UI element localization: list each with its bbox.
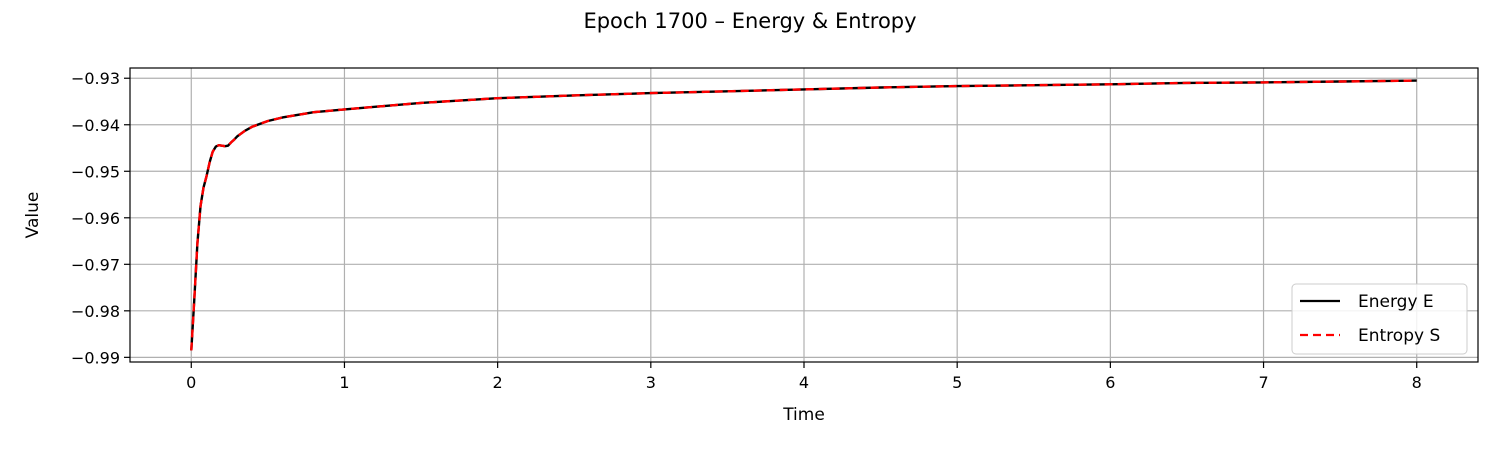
- x-tick-label: 1: [339, 373, 349, 392]
- x-axis-label: Time: [782, 405, 825, 425]
- y-tick-label: −0.98: [71, 302, 120, 321]
- series-lines: [190, 79, 1417, 351]
- y-tick-label: −0.95: [71, 162, 120, 181]
- x-tick-label: 4: [799, 373, 809, 392]
- x-tick-label: 6: [1105, 373, 1115, 392]
- y-tick-label: −0.96: [71, 209, 120, 228]
- grid-lines: [130, 68, 1478, 362]
- x-tick-label: 2: [493, 373, 503, 392]
- y-tick-label: −0.94: [71, 116, 120, 135]
- legend-label-entropy: Entropy S: [1358, 326, 1440, 346]
- x-tick-label: 5: [952, 373, 962, 392]
- x-tick-label: 0: [186, 373, 196, 392]
- y-axis-label: Value: [23, 192, 43, 239]
- x-tick-label: 7: [1258, 373, 1268, 392]
- y-tick-label: −0.93: [71, 69, 120, 88]
- y-tick-label: −0.97: [71, 255, 120, 274]
- y-tick-label: −0.99: [71, 348, 120, 367]
- chart-title: Epoch 1700 – Energy & Entropy: [583, 9, 916, 33]
- legend-label-energy: Energy E: [1358, 292, 1434, 312]
- axis-ticks: 0 1 2 3 4 5 6 7 8 −0.99 −0.98 −0.97 −0.96 −0.95 −0.94 −…: [71, 69, 1422, 392]
- x-tick-label: 8: [1412, 373, 1422, 392]
- series-line-entropy: [190, 79, 1417, 351]
- legend: Energy E Entropy S: [1291, 283, 1468, 355]
- x-tick-label: 3: [646, 373, 656, 392]
